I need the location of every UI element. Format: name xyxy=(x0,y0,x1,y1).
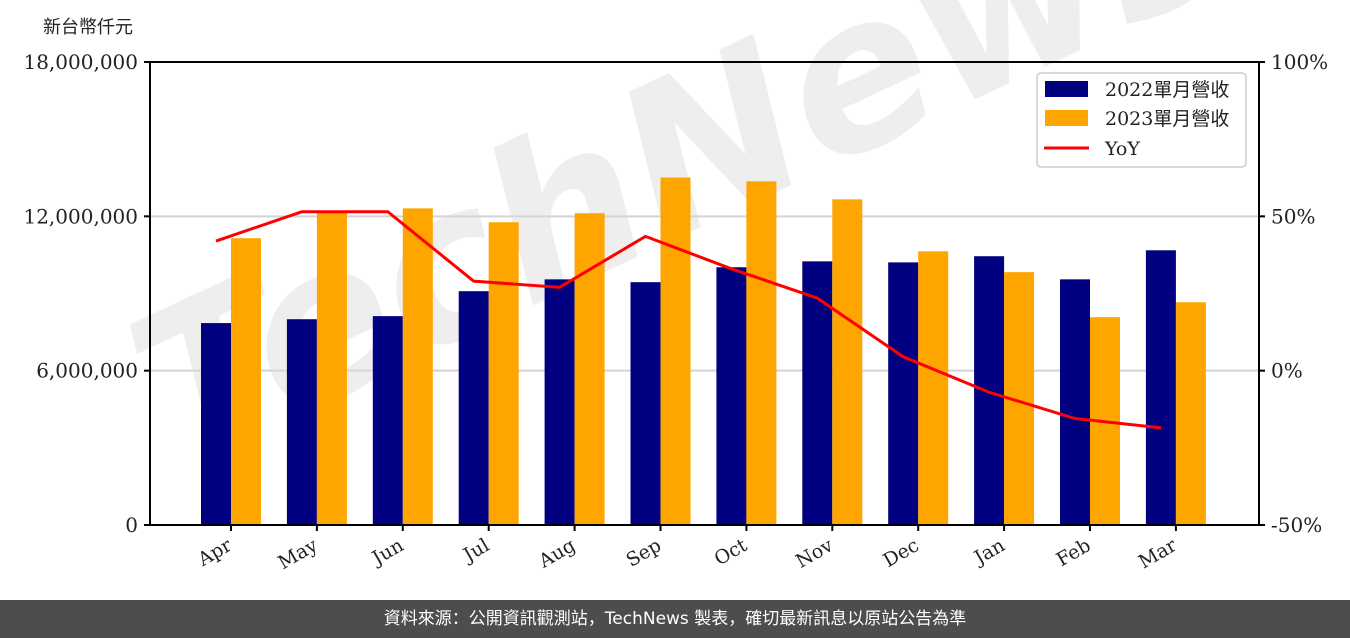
legend-label: 2023單月營收 xyxy=(1105,108,1229,130)
chart-svg: TechNews06,000,00012,000,00018,000,000-5… xyxy=(23,0,1328,574)
bar-2022 xyxy=(974,256,1005,525)
bar-2023 xyxy=(1175,302,1206,525)
x-tick-label: Oct xyxy=(711,534,752,570)
bar-2022 xyxy=(286,319,317,525)
bar-2022 xyxy=(544,279,575,525)
x-tick-label: Sep xyxy=(622,534,665,571)
bar-2023 xyxy=(918,251,949,525)
bar-2022 xyxy=(201,323,231,525)
x-tick-label: Jun xyxy=(367,534,408,570)
bar-2022 xyxy=(630,282,661,525)
y-tick-label: 6,000,000 xyxy=(36,359,138,383)
bar-2022 xyxy=(458,291,489,525)
x-tick-label: Jul xyxy=(458,534,493,567)
legend: 2022單月營收 2023單月營收 YoY xyxy=(1036,72,1247,168)
y2-tick-label: -50% xyxy=(1271,513,1322,537)
legend-swatch xyxy=(1045,81,1088,97)
bar-2023 xyxy=(488,222,519,525)
x-tick-label: Apr xyxy=(193,534,236,571)
bar-2022 xyxy=(888,262,919,525)
x-tick-label: Mar xyxy=(1135,534,1181,573)
bar-2023 xyxy=(832,199,863,525)
legend-swatch xyxy=(1045,110,1088,126)
source-footer: 資料來源：公開資訊觀測站，TechNews 製表，確切最新訊息以原站公告為準 xyxy=(0,600,1350,638)
bar-2023 xyxy=(574,213,605,525)
x-tick-label: Jan xyxy=(969,534,1009,570)
y-axis-unit-label: 新台幣仟元 xyxy=(43,17,133,38)
x-tick-label: Feb xyxy=(1053,534,1095,571)
bar-2022 xyxy=(1145,250,1176,525)
revenue-chart: TechNews 0 6,000,000 12,000,000 18,000,000 -5… xyxy=(23,0,1328,574)
y-tick-label: 18,000,000 xyxy=(23,50,138,74)
y2-tick-label: 50% xyxy=(1271,204,1315,228)
source-text: 資料來源：公開資訊觀測站，TechNews 製表，確切最新訊息以原站公告為準 xyxy=(383,609,967,629)
bar-2022 xyxy=(802,261,833,525)
bar-2023 xyxy=(746,181,777,525)
y2-tick-label: 0% xyxy=(1271,359,1303,383)
bar-2022 xyxy=(716,267,747,525)
bar-2023 xyxy=(316,212,347,525)
y-tick-label: 12,000,000 xyxy=(23,204,138,228)
bar-2022 xyxy=(1060,279,1090,525)
x-tick-label: May xyxy=(274,534,321,574)
x-tick-label: Dec xyxy=(880,534,923,572)
legend-label: YoY xyxy=(1104,138,1140,160)
bar-2023 xyxy=(660,177,691,525)
legend-label: 2022單月營收 xyxy=(1105,79,1229,101)
bar-2023 xyxy=(402,208,433,526)
bar-2022 xyxy=(372,316,403,525)
y2-tick-label: 100% xyxy=(1271,50,1328,74)
x-tick-label: Nov xyxy=(792,534,837,573)
y-tick-label: 0 xyxy=(125,513,138,537)
bar-2023 xyxy=(231,238,261,526)
yoy-line xyxy=(215,210,1162,430)
x-tick-label: Aug xyxy=(534,534,579,573)
